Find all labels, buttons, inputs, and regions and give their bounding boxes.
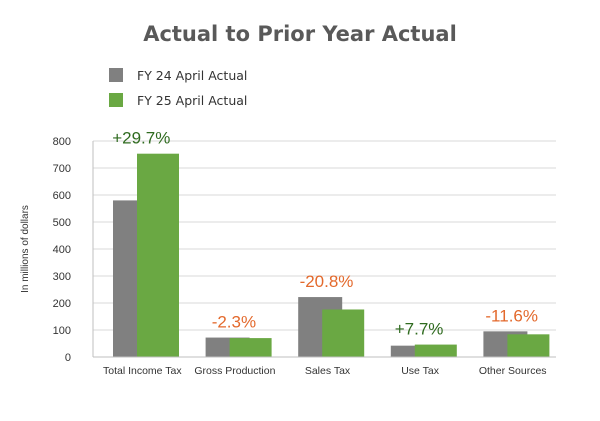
y-tick-label: 700 bbox=[53, 163, 71, 175]
x-tick-label: Use Tax bbox=[401, 365, 439, 377]
y-tick-label: 0 bbox=[65, 352, 71, 364]
percent-change-annotation: +7.7% bbox=[395, 320, 444, 339]
bar-fy-25-april-actual bbox=[229, 338, 272, 357]
legend-item-fy24: FY 24 April Actual bbox=[109, 67, 248, 83]
bar-fy-25-april-actual bbox=[414, 344, 457, 357]
y-tick-label: 500 bbox=[53, 217, 71, 229]
percent-change-annotation: -11.6% bbox=[485, 306, 538, 325]
legend-item-fy25: FY 25 April Actual bbox=[109, 92, 248, 108]
y-tick-label: 300 bbox=[53, 271, 71, 283]
y-tick-label: 100 bbox=[53, 325, 71, 337]
y-tick-label: 600 bbox=[53, 190, 71, 202]
legend-label-fy25: FY 25 April Actual bbox=[137, 92, 248, 108]
chart-title: Actual to Prior Year Actual bbox=[143, 22, 457, 46]
bar-fy-24-april-actual bbox=[390, 345, 435, 357]
bar-fy-25-april-actual bbox=[507, 334, 550, 357]
legend-swatch-fy24 bbox=[109, 68, 123, 82]
percent-change-annotation: -20.8% bbox=[300, 272, 354, 291]
bar-fy-25-april-actual bbox=[137, 153, 179, 357]
y-tick-label: 200 bbox=[53, 298, 71, 310]
x-tick-label: Other Sources bbox=[479, 365, 547, 377]
y-tick-label: 400 bbox=[53, 244, 71, 256]
y-axis-title: In millions of dollars bbox=[20, 205, 31, 293]
percent-change-annotation: -2.3% bbox=[212, 313, 256, 332]
legend-swatch-fy25 bbox=[109, 93, 123, 107]
x-tick-label: Gross Production bbox=[194, 365, 275, 377]
bar-fy-25-april-actual bbox=[322, 309, 365, 357]
percent-change-annotation: +29.7% bbox=[112, 129, 170, 148]
legend-label-fy24: FY 24 April Actual bbox=[137, 67, 248, 83]
x-tick-label: Total Income Tax bbox=[103, 365, 182, 377]
x-tick-label: Sales Tax bbox=[305, 365, 351, 377]
y-tick-label: 800 bbox=[53, 136, 71, 148]
